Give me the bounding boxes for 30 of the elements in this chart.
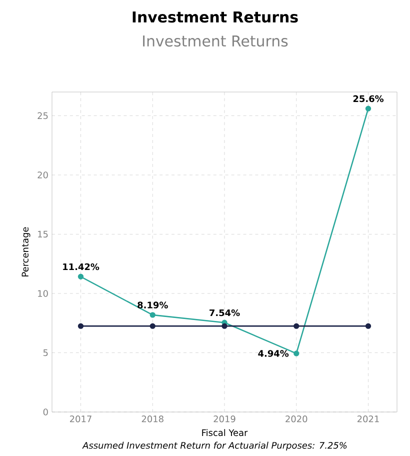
point bbox=[294, 323, 300, 329]
x-tick-label: 2018 bbox=[142, 416, 164, 422]
y-axis-title: Percentage bbox=[22, 227, 30, 276]
point bbox=[294, 350, 300, 356]
y-tick-label: 20 bbox=[38, 172, 48, 178]
x-axis-title: Fiscal Year bbox=[202, 429, 248, 436]
point bbox=[78, 274, 84, 280]
x-tick-label: 2019 bbox=[214, 416, 236, 422]
chart-subtitle: Investment Returns bbox=[143, 36, 288, 47]
point bbox=[150, 312, 156, 318]
point bbox=[365, 323, 372, 329]
data-label: 4.94% bbox=[258, 350, 289, 357]
x-tick-label: 2021 bbox=[357, 416, 379, 422]
x-tick-label: 2020 bbox=[286, 416, 308, 422]
y-tick-label: 0 bbox=[43, 408, 48, 416]
data-label: 11.42% bbox=[63, 263, 100, 270]
data-label: 7.54% bbox=[210, 309, 240, 316]
point bbox=[78, 323, 84, 329]
chart-title: Investment Returns bbox=[132, 12, 298, 23]
data-label: 8.19% bbox=[138, 302, 168, 308]
data-label: 25.6% bbox=[353, 95, 384, 102]
y-tick-label: 10 bbox=[38, 290, 48, 297]
point bbox=[365, 106, 372, 112]
y-tick-label: 5 bbox=[43, 349, 48, 356]
y-tick-label: 25 bbox=[38, 112, 48, 120]
point bbox=[222, 323, 228, 329]
point bbox=[150, 323, 156, 329]
x-tick-label: 2017 bbox=[70, 416, 92, 422]
y-tick-label: 15 bbox=[38, 230, 48, 238]
text: Assumed Investment Return for Actuarial Purposes: 7.25% bbox=[82, 442, 347, 450]
